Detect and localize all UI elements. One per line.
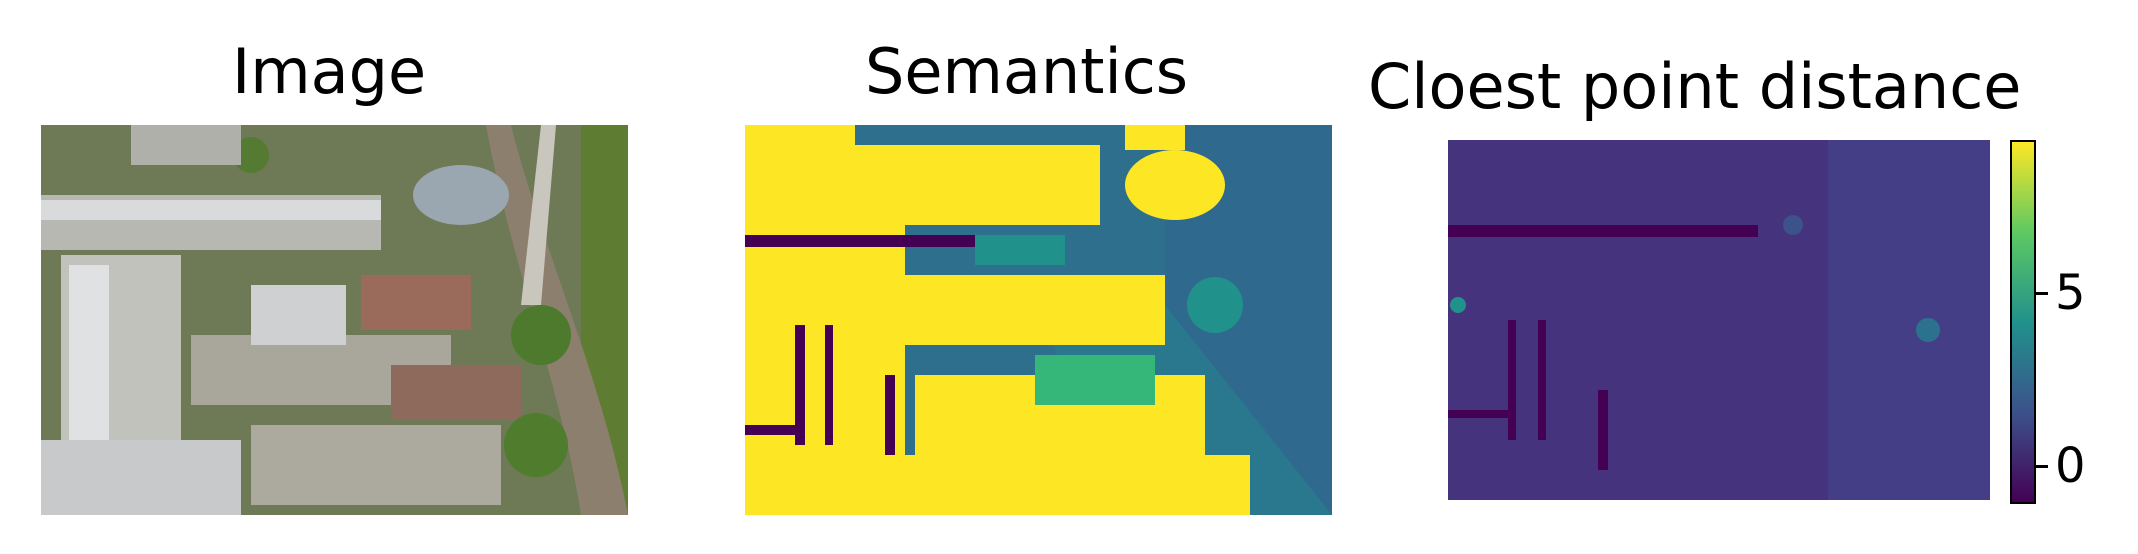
colorbar bbox=[2010, 140, 2036, 504]
colorbar-tick-label-0: 0 bbox=[2055, 438, 2086, 494]
semantics-panel-title: Semantics bbox=[865, 35, 1189, 108]
colorbar-tick-label-5: 5 bbox=[2055, 265, 2086, 321]
colorbar-tick-mark-0 bbox=[2034, 465, 2048, 468]
distance-panel-title: Cloest point distance bbox=[1368, 50, 2022, 123]
distance-heatmap bbox=[1448, 140, 1990, 500]
aerial-image bbox=[41, 125, 628, 515]
colorbar-tick-mark-5 bbox=[2034, 292, 2048, 295]
semantics-map bbox=[745, 125, 1332, 515]
image-panel-title: Image bbox=[232, 35, 427, 108]
